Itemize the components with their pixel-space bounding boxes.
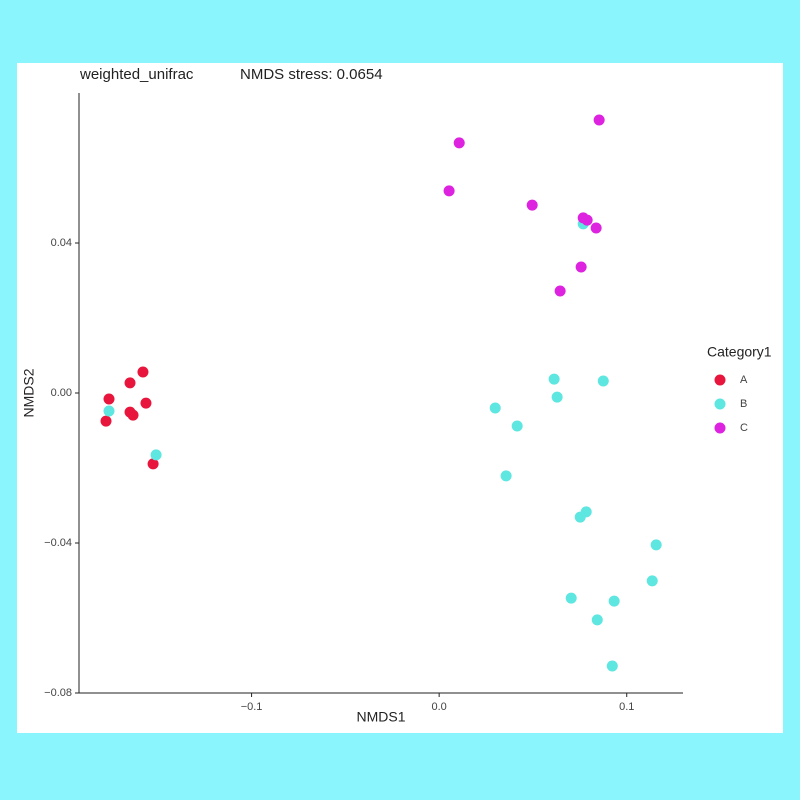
- point: [489, 402, 501, 414]
- point: [140, 397, 152, 409]
- legend-label: B: [740, 398, 747, 410]
- point: [606, 660, 618, 672]
- chart-subtitle: NMDS stress: 0.0654: [240, 66, 383, 83]
- point: [453, 137, 465, 149]
- point: [100, 415, 112, 427]
- x-tick-label: 0.0: [432, 701, 447, 713]
- point: [646, 575, 658, 587]
- legend-swatch: [714, 398, 726, 410]
- point: [124, 377, 136, 389]
- point: [526, 199, 538, 211]
- point: [443, 185, 455, 197]
- point: [511, 420, 523, 432]
- point: [551, 391, 563, 403]
- legend-label: A: [740, 374, 748, 386]
- legend-label: C: [740, 422, 748, 434]
- x-tick-label: 0.1: [619, 701, 634, 713]
- y-tick-label: −0.08: [44, 687, 72, 699]
- point: [103, 405, 115, 417]
- legend-swatch: [714, 422, 726, 434]
- point: [581, 214, 593, 226]
- x-axis-title: NMDS1: [356, 709, 405, 725]
- point: [548, 373, 560, 385]
- point: [137, 366, 149, 378]
- y-tick-label: −0.04: [44, 537, 72, 549]
- point: [608, 595, 620, 607]
- point: [597, 375, 609, 387]
- x-tick-label: −0.1: [241, 701, 263, 713]
- point: [500, 470, 512, 482]
- chart-title: weighted_unifrac: [79, 66, 194, 83]
- legend-title: Category1: [707, 344, 772, 360]
- y-tick-label: 0.00: [51, 387, 72, 399]
- y-axis-title: NMDS2: [21, 368, 37, 417]
- point: [150, 449, 162, 461]
- point: [565, 592, 577, 604]
- point: [574, 511, 586, 523]
- point: [590, 222, 602, 234]
- y-tick-label: 0.04: [51, 237, 72, 249]
- point: [554, 285, 566, 297]
- point: [103, 393, 115, 405]
- point: [593, 114, 605, 126]
- point: [650, 539, 662, 551]
- point: [575, 261, 587, 273]
- point: [591, 614, 603, 626]
- point: [147, 458, 159, 470]
- point: [127, 409, 139, 421]
- legend-swatch: [714, 374, 726, 386]
